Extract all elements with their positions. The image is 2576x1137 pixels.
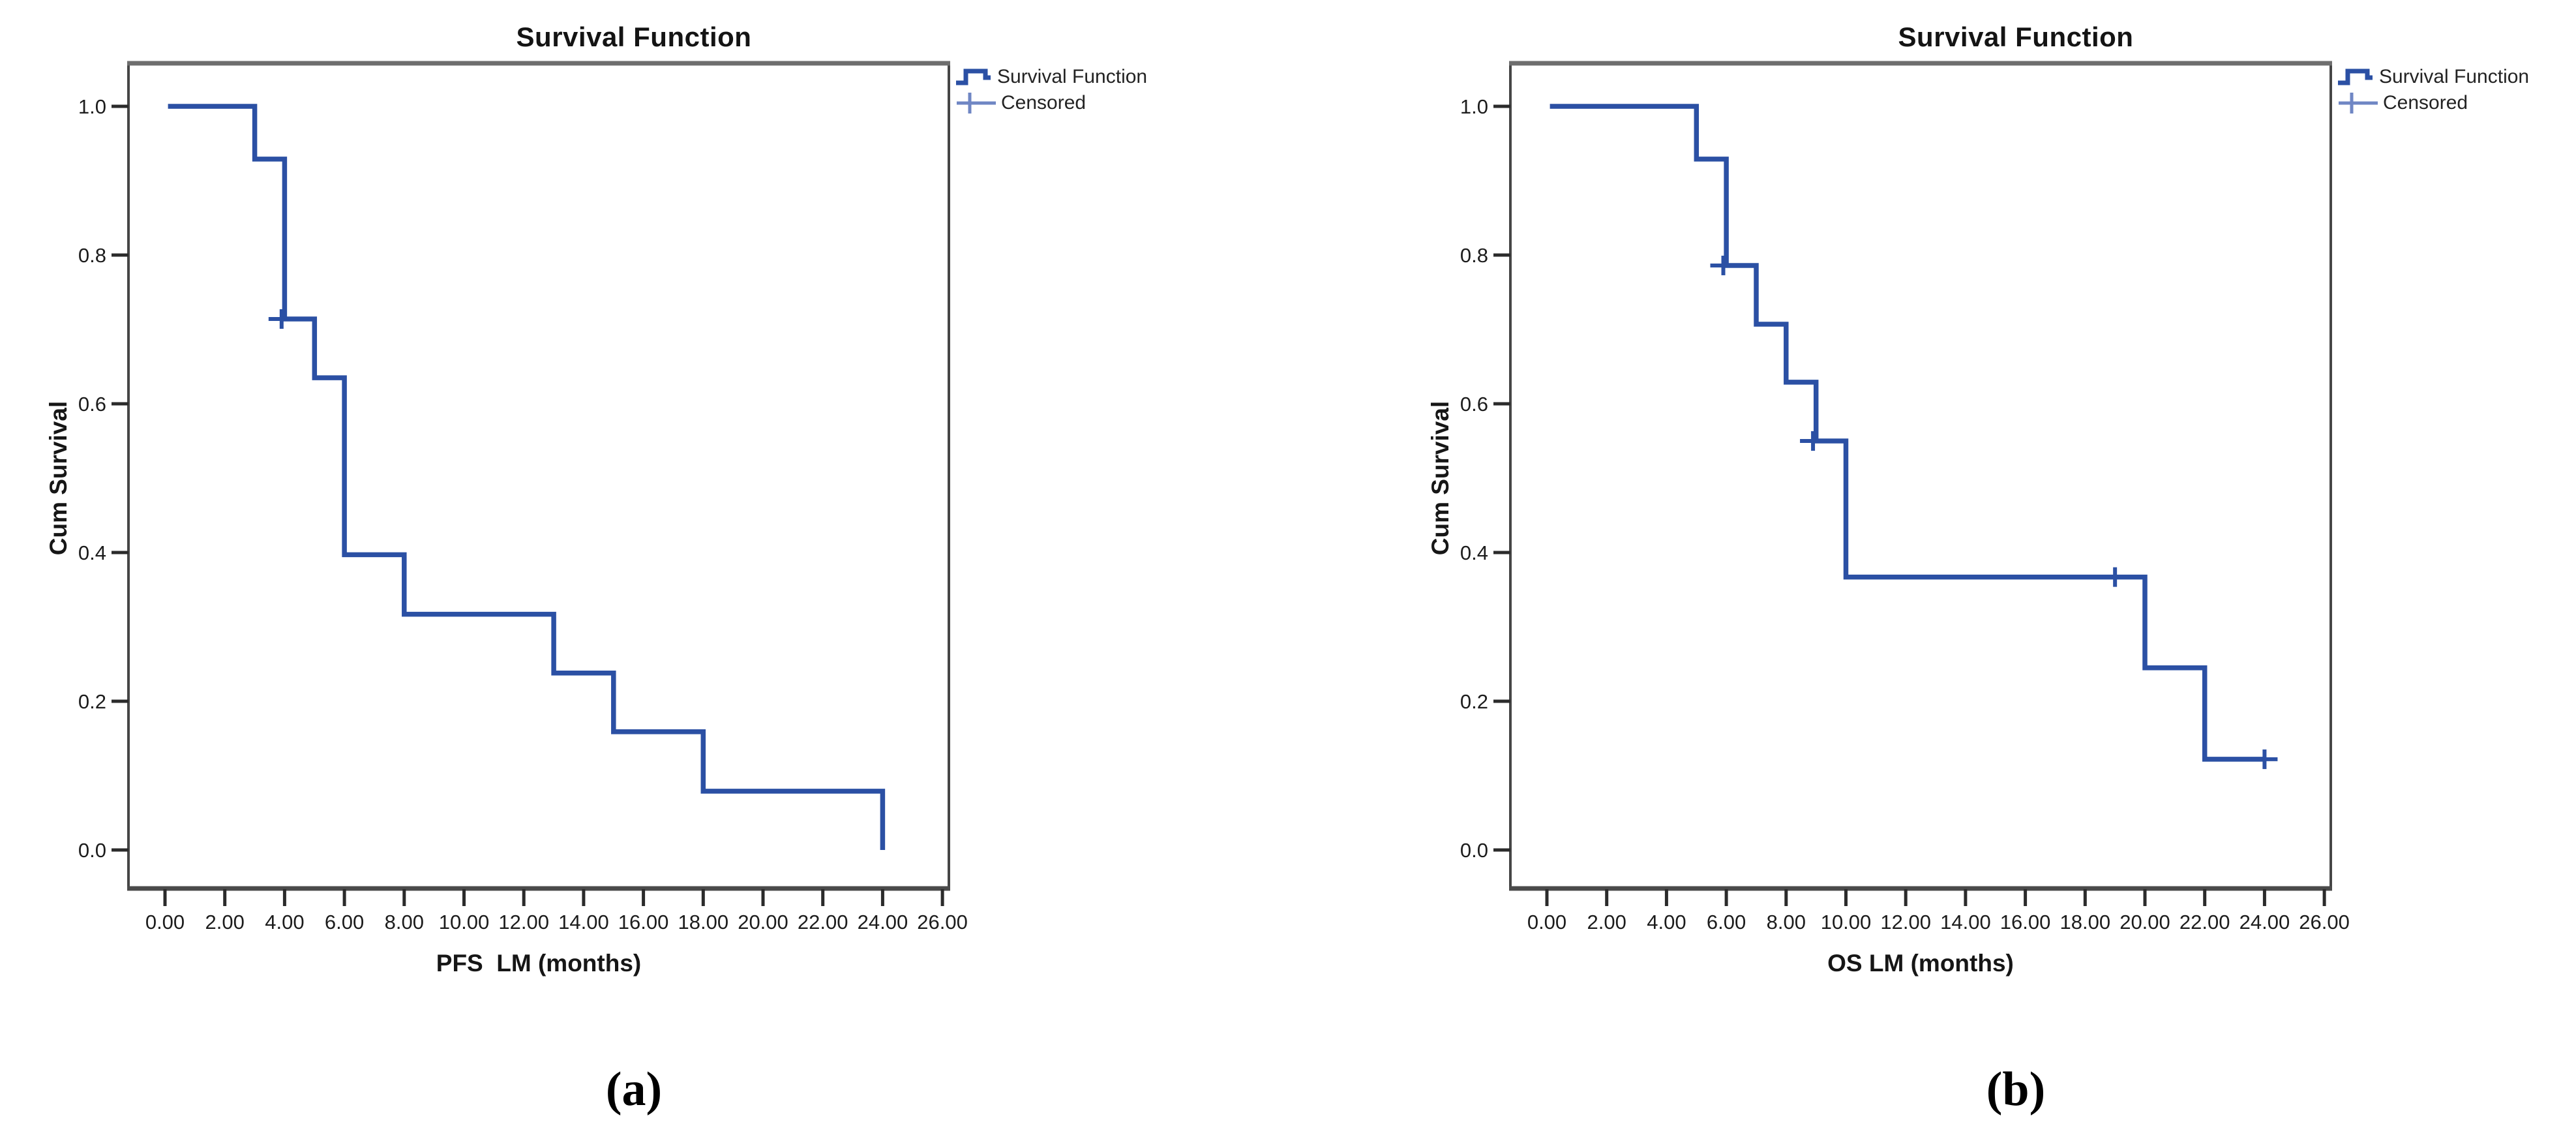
legend-item-survival: Survival Function bbox=[955, 64, 1147, 90]
panel-caption-b: (b) bbox=[1986, 1063, 2046, 1116]
svg-text:1.0: 1.0 bbox=[1460, 95, 1488, 118]
legend-label: Survival Function bbox=[2379, 66, 2530, 87]
svg-text:26.00: 26.00 bbox=[917, 911, 968, 933]
svg-text:22.00: 22.00 bbox=[798, 911, 848, 933]
svg-text:6.00: 6.00 bbox=[1707, 911, 1746, 933]
svg-text:24.00: 24.00 bbox=[858, 911, 908, 933]
svg-text:0.4: 0.4 bbox=[1460, 541, 1488, 564]
legend-item-survival: Survival Function bbox=[2337, 64, 2529, 90]
svg-text:2.00: 2.00 bbox=[205, 911, 245, 933]
y-axis-label: Cum Survival bbox=[45, 401, 72, 556]
svg-text:0.6: 0.6 bbox=[78, 393, 106, 416]
km-panel-b: 0.00 2.00 4.00 6.00 8.00 10.00 12.00 14.00 16.00… bbox=[1403, 0, 2576, 1137]
panel-caption-a: (a) bbox=[605, 1063, 663, 1116]
legend-label: Survival Function bbox=[997, 66, 1148, 87]
y-axis-label: Cum Survival bbox=[1427, 401, 1454, 556]
svg-text:26.00: 26.00 bbox=[2299, 911, 2350, 933]
svg-text:0.00: 0.00 bbox=[1527, 911, 1566, 933]
km-plot-a: 0.00 2.00 4.00 6.00 8.00 10.00 12.00 14.00 16.00… bbox=[78, 61, 968, 933]
svg-text:0.4: 0.4 bbox=[78, 541, 106, 564]
svg-text:0.0: 0.0 bbox=[1460, 839, 1488, 862]
svg-text:12.00: 12.00 bbox=[1880, 911, 1931, 933]
legend: Survival Function Censored bbox=[2337, 64, 2529, 116]
svg-text:4.00: 4.00 bbox=[265, 911, 304, 933]
km-plot-b: 0.00 2.00 4.00 6.00 8.00 10.00 12.00 14.00 16.00… bbox=[1460, 61, 2350, 933]
legend-item-censored: Censored bbox=[2337, 90, 2529, 116]
chart-title: Survival Function bbox=[1898, 22, 2134, 52]
legend-label: Censored bbox=[2383, 92, 2468, 114]
svg-text:20.00: 20.00 bbox=[738, 911, 788, 933]
svg-text:20.00: 20.00 bbox=[2119, 911, 2170, 933]
svg-text:16.00: 16.00 bbox=[2000, 911, 2051, 933]
svg-text:12.00: 12.00 bbox=[498, 911, 549, 933]
svg-text:18.00: 18.00 bbox=[2060, 911, 2111, 933]
svg-text:4.00: 4.00 bbox=[1647, 911, 1686, 933]
svg-text:0.8: 0.8 bbox=[78, 244, 106, 267]
chart-title: Survival Function bbox=[516, 22, 752, 52]
svg-text:22.00: 22.00 bbox=[2179, 911, 2230, 933]
svg-text:0.2: 0.2 bbox=[1460, 690, 1488, 713]
svg-text:18.00: 18.00 bbox=[678, 911, 729, 933]
svg-text:8.00: 8.00 bbox=[1767, 911, 1806, 933]
svg-text:16.00: 16.00 bbox=[618, 911, 669, 933]
legend-item-censored: Censored bbox=[955, 90, 1147, 116]
svg-text:2.00: 2.00 bbox=[1587, 911, 1626, 933]
svg-text:1.0: 1.0 bbox=[78, 95, 106, 118]
step-line-icon bbox=[956, 68, 991, 85]
svg-text:14.00: 14.00 bbox=[558, 911, 609, 933]
censored-plus-icon bbox=[957, 93, 996, 114]
svg-text:0.0: 0.0 bbox=[78, 839, 106, 862]
km-panel-a: 0.00 2.00 4.00 6.00 8.00 10.00 12.00 14.00 16.00… bbox=[21, 0, 1247, 1137]
svg-text:0.2: 0.2 bbox=[78, 690, 106, 713]
x-axis-label: OS LM (months) bbox=[1827, 950, 2014, 977]
svg-text:8.00: 8.00 bbox=[385, 911, 424, 933]
censored-plus-icon bbox=[2339, 93, 2378, 114]
svg-text:0.00: 0.00 bbox=[145, 911, 185, 933]
step-line-icon bbox=[2338, 68, 2373, 85]
svg-text:24.00: 24.00 bbox=[2239, 911, 2290, 933]
svg-text:0.6: 0.6 bbox=[1460, 393, 1488, 416]
legend: Survival Function Censored bbox=[955, 64, 1147, 116]
x-axis-label: PFS LM (months) bbox=[436, 950, 642, 977]
svg-text:10.00: 10.00 bbox=[439, 911, 490, 933]
svg-text:10.00: 10.00 bbox=[1821, 911, 1872, 933]
svg-text:14.00: 14.00 bbox=[1940, 911, 1991, 933]
svg-text:6.00: 6.00 bbox=[325, 911, 364, 933]
legend-label: Censored bbox=[1001, 92, 1086, 114]
svg-text:0.8: 0.8 bbox=[1460, 244, 1488, 267]
